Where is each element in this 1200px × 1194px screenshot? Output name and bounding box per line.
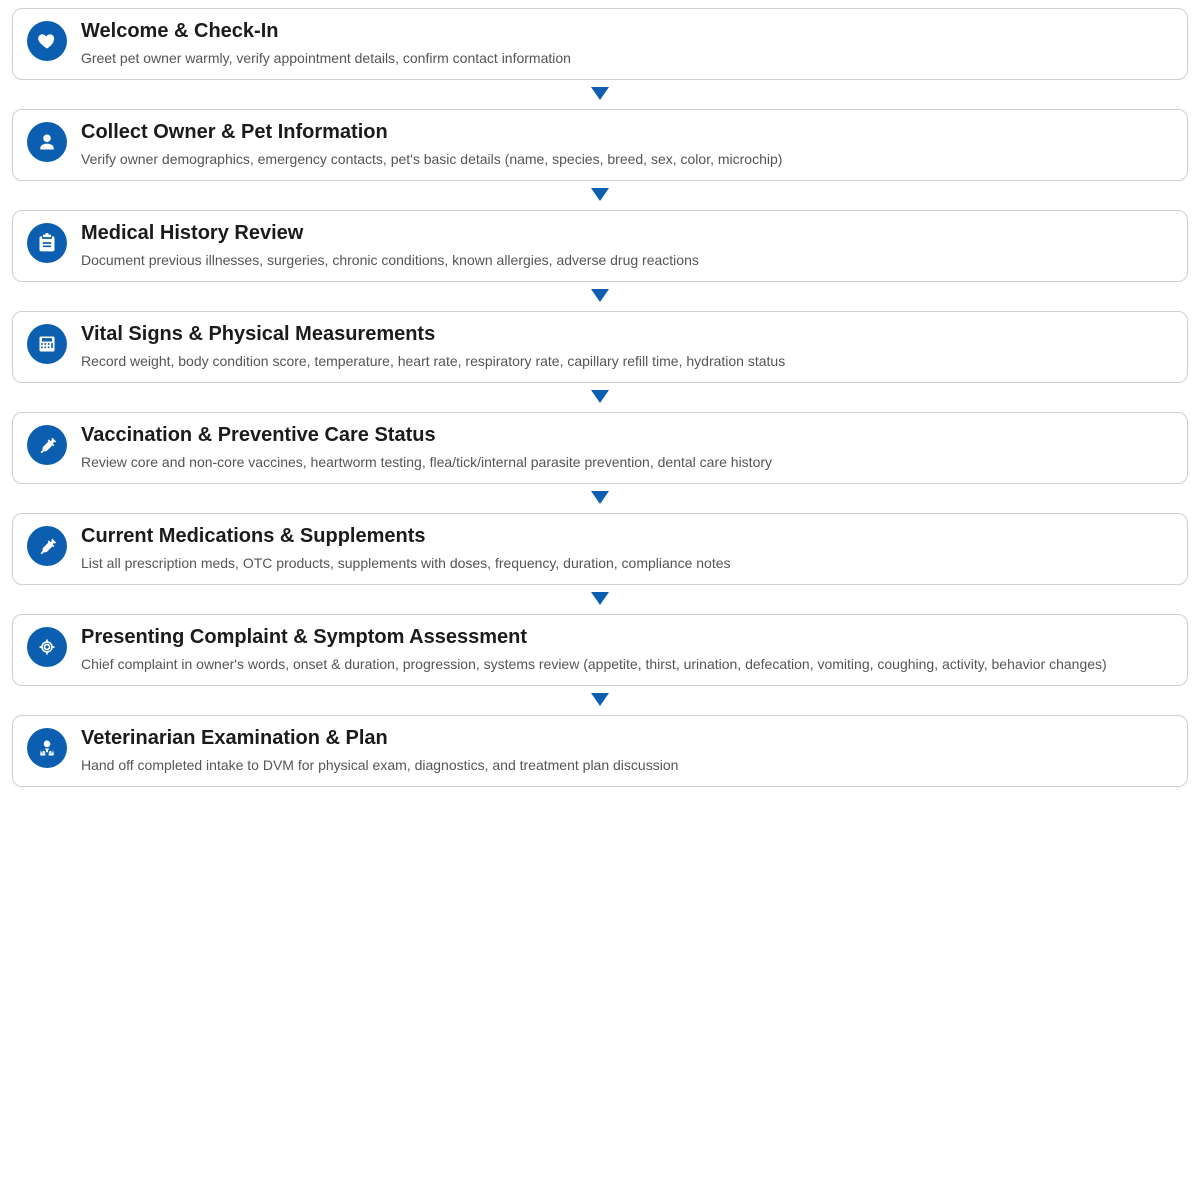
- step-body: Veterinarian Examination & Plan Hand off …: [81, 726, 1173, 776]
- step-title: Veterinarian Examination & Plan: [81, 726, 1173, 751]
- step-subtitle: List all prescription meds, OTC products…: [81, 553, 1173, 574]
- flow-arrow-icon: [591, 390, 609, 403]
- step-subtitle: Review core and non-core vaccines, heart…: [81, 452, 1173, 473]
- step-body: Welcome & Check-In Greet pet owner warmly…: [81, 19, 1173, 69]
- syringe-small-icon: [27, 526, 67, 566]
- step-subtitle: Document previous illnesses, surgeries, …: [81, 250, 1173, 271]
- flow-arrow-icon: [591, 592, 609, 605]
- step-body: Current Medications & Supplements List al…: [81, 524, 1173, 574]
- intake-flowchart: Welcome & Check-In Greet pet owner warmly…: [8, 8, 1192, 787]
- step-body: Collect Owner & Pet Information Verify ow…: [81, 120, 1173, 170]
- syringe-icon: [27, 425, 67, 465]
- step-title: Current Medications & Supplements: [81, 524, 1173, 549]
- clipboard-icon: [27, 223, 67, 263]
- doctor-icon: [27, 728, 67, 768]
- step-subtitle: Greet pet owner warmly, verify appointme…: [81, 48, 1173, 69]
- flow-arrow-icon: [591, 87, 609, 100]
- step-body: Vital Signs & Physical Measurements Recor…: [81, 322, 1173, 372]
- target-icon: [27, 627, 67, 667]
- flow-step: Veterinarian Examination & Plan Hand off …: [12, 715, 1188, 787]
- calculator-icon: [27, 324, 67, 364]
- step-title: Vital Signs & Physical Measurements: [81, 322, 1173, 347]
- flow-step: Vaccination & Preventive Care Status Revi…: [12, 412, 1188, 484]
- flow-step: Current Medications & Supplements List al…: [12, 513, 1188, 585]
- person-icon: [27, 122, 67, 162]
- flow-arrow-icon: [591, 188, 609, 201]
- flow-step: Presenting Complaint & Symptom Assessmen…: [12, 614, 1188, 686]
- flow-step: Medical History Review Document previous …: [12, 210, 1188, 282]
- flow-arrow-icon: [591, 289, 609, 302]
- step-subtitle: Record weight, body condition score, tem…: [81, 351, 1173, 372]
- step-body: Presenting Complaint & Symptom Assessmen…: [81, 625, 1173, 675]
- step-title: Vaccination & Preventive Care Status: [81, 423, 1173, 448]
- step-subtitle: Chief complaint in owner's words, onset …: [81, 654, 1173, 675]
- step-title: Collect Owner & Pet Information: [81, 120, 1173, 145]
- flow-arrow-icon: [591, 491, 609, 504]
- flow-step: Welcome & Check-In Greet pet owner warmly…: [12, 8, 1188, 80]
- flow-arrow-icon: [591, 693, 609, 706]
- step-title: Medical History Review: [81, 221, 1173, 246]
- step-title: Presenting Complaint & Symptom Assessmen…: [81, 625, 1173, 650]
- step-title: Welcome & Check-In: [81, 19, 1173, 44]
- flow-step: Collect Owner & Pet Information Verify ow…: [12, 109, 1188, 181]
- step-subtitle: Hand off completed intake to DVM for phy…: [81, 755, 1173, 776]
- flow-step: Vital Signs & Physical Measurements Recor…: [12, 311, 1188, 383]
- heart-icon: [27, 21, 67, 61]
- step-body: Vaccination & Preventive Care Status Revi…: [81, 423, 1173, 473]
- step-subtitle: Verify owner demographics, emergency con…: [81, 149, 1173, 170]
- step-body: Medical History Review Document previous …: [81, 221, 1173, 271]
